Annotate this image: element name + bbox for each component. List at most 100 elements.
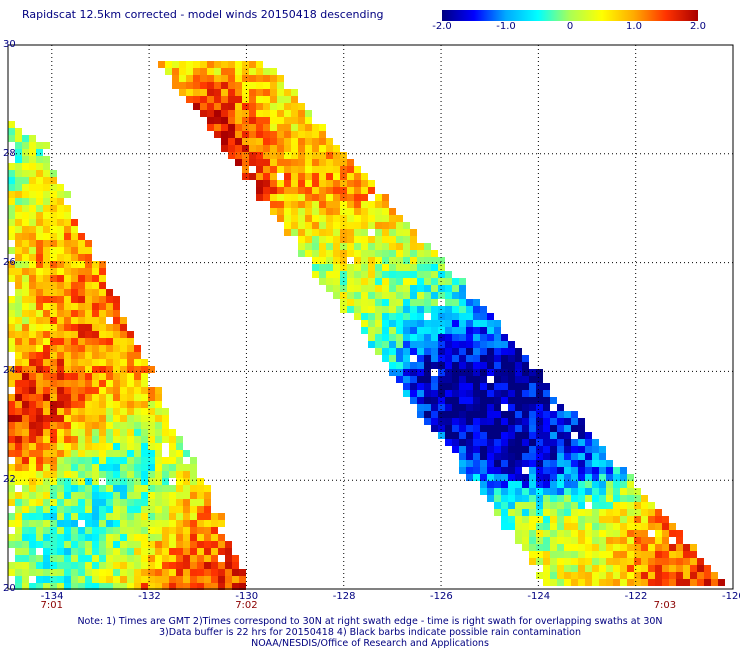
wind-cell — [277, 124, 284, 131]
wind-cell — [99, 555, 106, 562]
wind-cell — [354, 285, 361, 292]
wind-cell — [550, 509, 557, 516]
wind-cell — [536, 530, 543, 537]
wind-cell — [29, 268, 36, 275]
wind-cell — [375, 215, 382, 222]
wind-cell — [200, 110, 207, 117]
wind-cell — [127, 408, 134, 415]
wind-cell — [466, 362, 473, 369]
wind-cell — [557, 558, 564, 565]
wind-cell — [431, 418, 438, 425]
wind-cell — [50, 219, 57, 226]
wind-cell — [113, 576, 120, 583]
wind-cell — [361, 292, 368, 299]
wind-cell — [648, 544, 655, 551]
wind-cell — [120, 352, 127, 359]
wind-cell — [50, 282, 57, 289]
wind-cell — [333, 264, 340, 271]
wind-cell — [57, 499, 64, 506]
wind-cell — [494, 348, 501, 355]
wind-cell — [515, 530, 522, 537]
wind-cell — [85, 422, 92, 429]
wind-cell — [508, 369, 515, 376]
wind-cell — [36, 366, 43, 373]
wind-cell — [134, 499, 141, 506]
wind-cell — [106, 296, 113, 303]
wind-cell — [64, 429, 71, 436]
wind-cell — [148, 443, 155, 450]
wind-cell — [169, 499, 176, 506]
wind-cell — [466, 341, 473, 348]
wind-cell — [298, 187, 305, 194]
wind-cell — [536, 376, 543, 383]
wind-cell — [92, 576, 99, 583]
wind-cell — [613, 572, 620, 579]
wind-cell — [50, 492, 57, 499]
wind-cell — [43, 457, 50, 464]
wind-cell — [57, 191, 64, 198]
wind-cell — [64, 240, 71, 247]
wind-cell — [214, 110, 221, 117]
wind-cell — [15, 366, 22, 373]
wind-cell — [43, 282, 50, 289]
wind-cell — [29, 471, 36, 478]
wind-cell — [501, 355, 508, 362]
wind-cell — [141, 562, 148, 569]
wind-cell — [15, 268, 22, 275]
wind-cell — [71, 352, 78, 359]
wind-cell — [172, 82, 179, 89]
wind-cell — [36, 471, 43, 478]
wind-cell — [113, 443, 120, 450]
wind-cell — [263, 75, 270, 82]
wind-cell — [375, 194, 382, 201]
wind-cell — [57, 534, 64, 541]
wind-cell — [606, 495, 613, 502]
wind-cell — [141, 520, 148, 527]
wind-cell — [494, 397, 501, 404]
wind-cell — [501, 362, 508, 369]
wind-cell — [29, 163, 36, 170]
wind-cell — [57, 184, 64, 191]
wind-cell — [92, 261, 99, 268]
wind-cell — [718, 579, 725, 586]
swath-time-label: 7:01 — [40, 600, 64, 611]
wind-cell — [480, 355, 487, 362]
wind-cell — [543, 516, 550, 523]
wind-cell — [424, 390, 431, 397]
wind-cell — [120, 471, 127, 478]
wind-cell — [515, 509, 522, 516]
wind-cell — [550, 453, 557, 460]
wind-cell — [127, 359, 134, 366]
wind-cell — [134, 583, 141, 590]
wind-cell — [277, 89, 284, 96]
wind-cell — [22, 436, 29, 443]
wind-cell — [480, 474, 487, 481]
wind-cell — [29, 464, 36, 471]
wind-cell — [459, 439, 466, 446]
wind-cell — [120, 548, 127, 555]
wind-cell — [43, 156, 50, 163]
wind-cell — [326, 285, 333, 292]
wind-cell — [71, 443, 78, 450]
wind-cell — [655, 565, 662, 572]
wind-cell — [8, 408, 15, 415]
wind-cell — [529, 397, 536, 404]
wind-cell — [29, 380, 36, 387]
wind-cell — [15, 387, 22, 394]
wind-cell — [382, 222, 389, 229]
wind-cell — [326, 222, 333, 229]
wind-cell — [15, 555, 22, 562]
wind-cell — [578, 481, 585, 488]
wind-cell — [627, 509, 634, 516]
wind-cell — [22, 254, 29, 261]
wind-cell — [22, 527, 29, 534]
wind-cell — [120, 429, 127, 436]
wind-cell — [466, 474, 473, 481]
wind-cell — [501, 418, 508, 425]
wind-cell — [64, 506, 71, 513]
wind-cell — [410, 383, 417, 390]
wind-cell — [284, 166, 291, 173]
wind-cell — [8, 485, 15, 492]
wind-cell — [29, 184, 36, 191]
wind-cell — [445, 285, 452, 292]
